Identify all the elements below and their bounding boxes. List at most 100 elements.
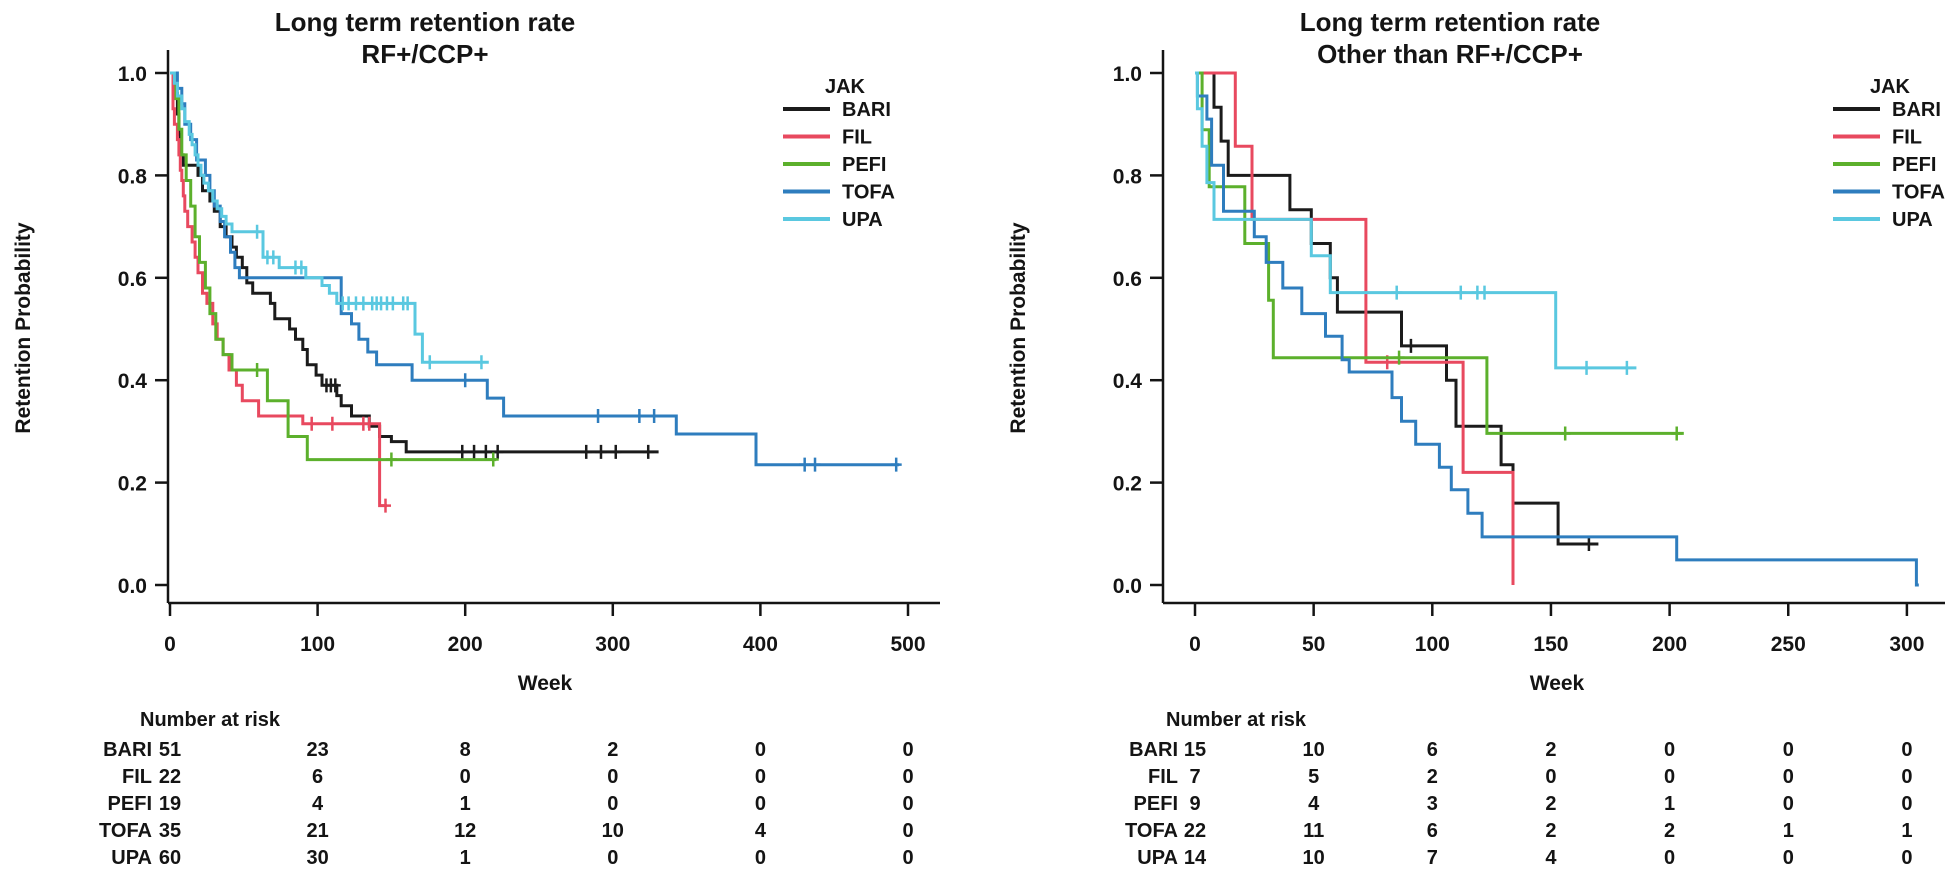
x-tick-label: 50: [1302, 633, 1325, 656]
axis-lines: [166, 50, 940, 605]
risk-count-BARI-w50: 10: [1303, 739, 1325, 761]
risk-count-FIL-w100: 6: [312, 766, 323, 788]
axis-lines: [1161, 50, 1945, 605]
censor-mark-BARI: [610, 444, 622, 459]
risk-count-TOFA-w100: 6: [1427, 820, 1438, 842]
panel-right-legend-title: JAK: [1870, 76, 1911, 98]
x-tick-label: 300: [595, 633, 630, 656]
y-tick-label: 1.0: [118, 63, 147, 86]
risk-count-BARI-w200: 0: [1664, 739, 1675, 761]
risk-count-PEFI-w500: 0: [902, 793, 913, 815]
risk-row-label-UPA: UPA: [1137, 847, 1178, 869]
risk-count-TOFA-w0: 22: [1184, 820, 1206, 842]
legend-label-BARI: BARI: [1892, 99, 1941, 121]
censor-mark-UPA: [402, 296, 414, 311]
risk-count-PEFI-w200: 1: [1664, 793, 1675, 815]
risk-count-FIL-w0: 22: [159, 766, 181, 788]
legend-label-FIL: FIL: [1892, 127, 1922, 149]
legend-label-TOFA: TOFA: [1892, 182, 1945, 204]
y-tick-label: 0.4: [1113, 370, 1143, 393]
censor-mark-UPA: [424, 355, 436, 370]
censor-mark-UPA: [1621, 360, 1633, 375]
risk-count-BARI-w100: 23: [306, 739, 328, 761]
risk-count-PEFI-w400: 0: [755, 793, 766, 815]
panel-left-x-axis-title: Week: [518, 672, 573, 695]
risk-count-BARI-w150: 2: [1545, 739, 1556, 761]
censor-mark-UPA: [295, 260, 307, 275]
risk-count-FIL-w400: 0: [755, 766, 766, 788]
censor-mark-TOFA: [809, 457, 821, 472]
curve-TOFA: [1195, 71, 1919, 587]
censor-mark-UPA: [267, 250, 279, 265]
risk-count-PEFI-w0: 9: [1189, 793, 1200, 815]
legend-label-UPA: UPA: [842, 209, 883, 231]
legend-label-UPA: UPA: [1892, 209, 1933, 231]
censor-mark-TOFA: [648, 409, 660, 424]
plot-layer: 0.00.20.40.60.81.00 100 200 300 400 500BARIFI…: [99, 50, 1945, 869]
risk-count-TOFA-w300: 10: [602, 820, 624, 842]
curve-FIL: [1195, 71, 1515, 585]
risk-count-PEFI-w300: 0: [1901, 793, 1912, 815]
censor-mark-FIL: [306, 416, 318, 431]
risk-count-PEFI-w50: 4: [1308, 793, 1320, 815]
risk-count-TOFA-w100: 21: [306, 820, 328, 842]
y-tick-label: 0.8: [118, 165, 148, 188]
risk-count-FIL-w200: 0: [1664, 766, 1675, 788]
risk-count-BARI-w300: 2: [607, 739, 618, 761]
censor-mark-BARI: [580, 444, 592, 459]
risk-count-BARI-w500: 0: [902, 739, 913, 761]
censor-mark-UPA: [1581, 360, 1593, 375]
risk-count-TOFA-w0: 35: [159, 820, 181, 842]
risk-count-TOFA-w300: 1: [1901, 820, 1912, 842]
y-tick-label: 0.6: [118, 268, 147, 291]
risk-count-BARI-w250: 0: [1783, 739, 1794, 761]
y-tick-label: 0.0: [118, 575, 147, 598]
censor-mark-PEFI: [1671, 426, 1683, 441]
risk-count-FIL-w100: 2: [1427, 766, 1438, 788]
y-tick-label: 0.2: [118, 473, 147, 496]
censor-mark-BARI: [480, 444, 492, 459]
x-tick-label: 200: [448, 633, 483, 656]
risk-count-UPA-w0: 60: [159, 847, 181, 869]
panel-right-title-line1: Long term retention rate: [1300, 7, 1600, 37]
censor-mark-UPA: [387, 296, 399, 311]
risk-count-FIL-w300: 0: [607, 766, 618, 788]
risk-count-PEFI-w100: 3: [1427, 793, 1438, 815]
risk-count-UPA-w300: 0: [607, 847, 618, 869]
risk-count-UPA-w300: 0: [1901, 847, 1912, 869]
censor-mark-TOFA: [890, 457, 902, 472]
risk-count-BARI-w0: 15: [1184, 739, 1206, 761]
censor-mark-BARI: [595, 444, 607, 459]
censor-mark-UPA: [1391, 285, 1403, 300]
risk-count-UPA-w100: 30: [306, 847, 328, 869]
censor-mark-UPA: [1455, 285, 1467, 300]
censor-mark-PEFI: [1393, 350, 1405, 365]
x-tick-label: 250: [1771, 633, 1806, 656]
curve-FIL: [170, 71, 387, 508]
curve-PEFI: [1195, 71, 1684, 435]
risk-count-BARI-w200: 8: [460, 739, 471, 761]
risk-count-BARI-w0: 51: [159, 739, 181, 761]
panel-right-y-axis-title: Retention Probability: [1007, 222, 1030, 434]
panel-right-risk-table-title: Number at risk: [1166, 709, 1307, 731]
risk-count-BARI-w300: 0: [1901, 739, 1912, 761]
censor-mark-PEFI: [251, 362, 263, 377]
risk-row-label-TOFA: TOFA: [99, 820, 152, 842]
panel-left-title-line1: Long term retention rate: [275, 7, 575, 37]
risk-count-TOFA-w250: 1: [1783, 820, 1794, 842]
curve-UPA: [170, 71, 489, 364]
censor-mark-BARI: [642, 444, 654, 459]
risk-count-UPA-w100: 7: [1427, 847, 1438, 869]
legend-label-PEFI: PEFI: [1892, 154, 1936, 176]
risk-count-BARI-w400: 0: [755, 739, 766, 761]
risk-count-UPA-w0: 14: [1184, 847, 1207, 869]
censor-mark-UPA: [1479, 285, 1491, 300]
y-tick-label: 0.4: [118, 370, 148, 393]
risk-count-PEFI-w200: 1: [460, 793, 471, 815]
censor-mark-BARI: [456, 444, 468, 459]
risk-row-label-BARI: BARI: [103, 739, 152, 761]
risk-row-label-BARI: BARI: [1129, 739, 1178, 761]
legend-label-FIL: FIL: [842, 127, 872, 149]
risk-count-TOFA-w500: 0: [902, 820, 913, 842]
